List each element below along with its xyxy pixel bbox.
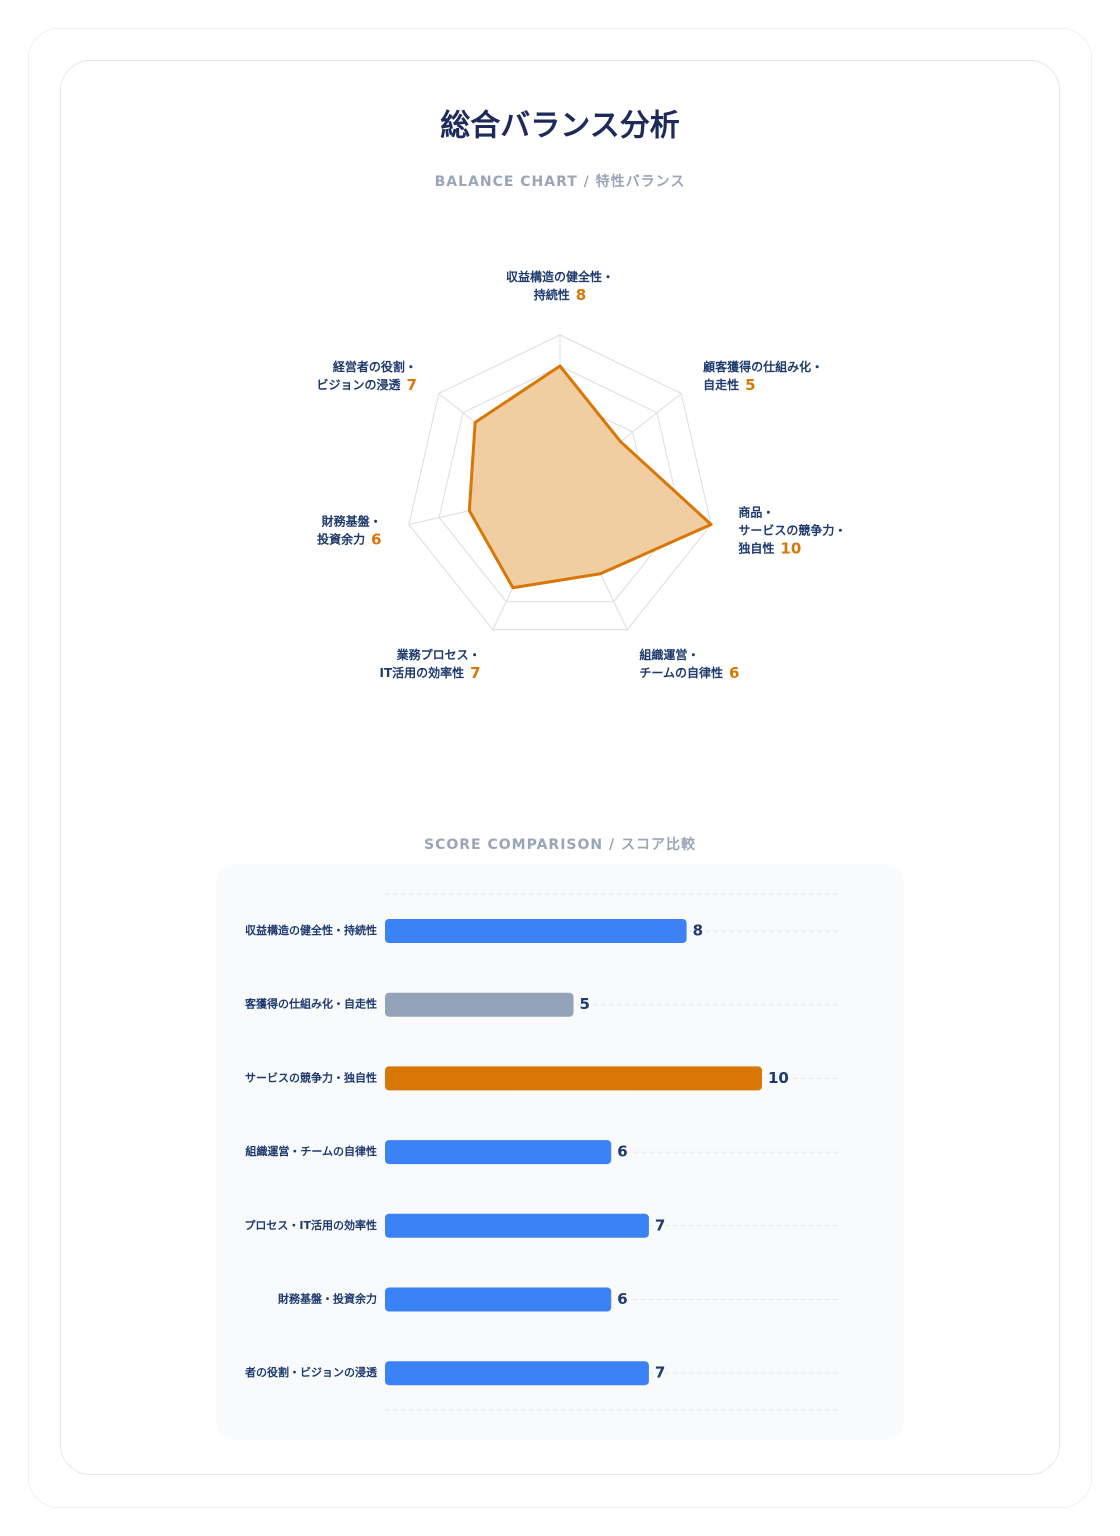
axis-label-line: 収益構造の健全性・ — [506, 269, 614, 284]
axis-label-line: IT活用の効率性 — [380, 664, 465, 679]
value-label: 6 — [729, 663, 739, 681]
axis-label-line: 持続性 — [534, 287, 570, 302]
axis-label-line: 財務基盤・ — [321, 513, 382, 528]
value-label: 10 — [780, 539, 801, 557]
axis-label-line: 経営者の役割・ — [333, 358, 417, 373]
axis-label: 収益構造の健全性・ — [506, 269, 614, 284]
axis-label: 組織運営・ — [639, 646, 699, 661]
axis-label-line: チームの自律性 — [639, 664, 723, 679]
value-label: 6 — [617, 1143, 627, 1161]
bar — [385, 1361, 649, 1386]
axis-label: 持続性 8 — [534, 286, 586, 304]
radar-area — [467, 364, 713, 590]
page-title: 総合バランス分析 — [440, 109, 679, 144]
bar — [385, 1287, 612, 1312]
axis-label: チームの自律性 6 — [639, 663, 739, 681]
bar-subtitle: SCORE COMPARISON / スコア比較 — [424, 836, 696, 853]
axis-label-line: 商品・ — [738, 504, 774, 519]
axis-label: サービスの競争力・ — [738, 522, 846, 537]
axis-label-line: 業務プロセス・ — [396, 646, 481, 661]
axis-label: 財務基盤・ — [321, 513, 382, 528]
axis-label-line: 投資余力 — [317, 531, 365, 546]
bar — [385, 919, 687, 943]
value-label: 6 — [371, 530, 381, 548]
grid-ring — [438, 365, 682, 603]
axis-label: IT活用の効率性 7 — [380, 663, 481, 681]
value-label: 5 — [580, 995, 590, 1013]
bar-label: 者の役割・ビジョンの浸透 — [244, 1365, 378, 1379]
axis-label-line: 独自性 — [737, 540, 774, 555]
value-label: 6 — [617, 1290, 627, 1308]
axis-label: 業務プロセス・ — [396, 646, 481, 661]
grid-ring — [408, 334, 712, 631]
axis-label-line: 自走性 — [703, 376, 739, 391]
axis-label: 経営者の役割・ — [333, 358, 417, 373]
value-label: 7 — [655, 1364, 665, 1382]
radar-subtitle: BALANCE CHART / 特性バランス — [435, 173, 686, 190]
bar — [385, 992, 574, 1017]
axis-label: 商品・ — [738, 504, 774, 519]
bar — [385, 1140, 612, 1165]
value-label: 10 — [768, 1069, 789, 1087]
value-label: 8 — [576, 286, 586, 304]
bar-label: 財務基盤・投資余力 — [277, 1292, 377, 1306]
axis-label: ビジョンの浸透 7 — [316, 375, 416, 393]
bar-label: サービスの競争力・独自性 — [245, 1070, 377, 1084]
bar-label: プロセス・IT活用の効率性 — [244, 1218, 377, 1232]
axis-label: 自走性 5 — [703, 375, 755, 393]
value-label: 5 — [745, 375, 755, 393]
axis-label-line: 組織運営・ — [639, 646, 699, 661]
axis-label-line: ビジョンの浸透 — [316, 376, 401, 391]
axis-label-line: サービスの競争力・ — [738, 522, 846, 537]
value-label: 7 — [655, 1216, 665, 1234]
axis-label: 顧客獲得の仕組み化・ — [703, 358, 823, 373]
bar-label: 客獲得の仕組み化・自走性 — [244, 997, 377, 1011]
axis-label: 独自性 10 — [737, 539, 801, 557]
bar-label: 収益構造の健全性・持続性 — [245, 923, 377, 937]
bar-label: 組織運営・チームの自律性 — [245, 1144, 377, 1158]
bar — [385, 1213, 649, 1238]
value-label: 8 — [693, 922, 703, 940]
axis-label: 投資余力 6 — [317, 530, 381, 548]
value-label: 7 — [470, 663, 480, 681]
bar — [385, 1066, 762, 1091]
axis-label-line: 顧客獲得の仕組み化・ — [703, 358, 823, 373]
value-label: 7 — [406, 375, 416, 393]
